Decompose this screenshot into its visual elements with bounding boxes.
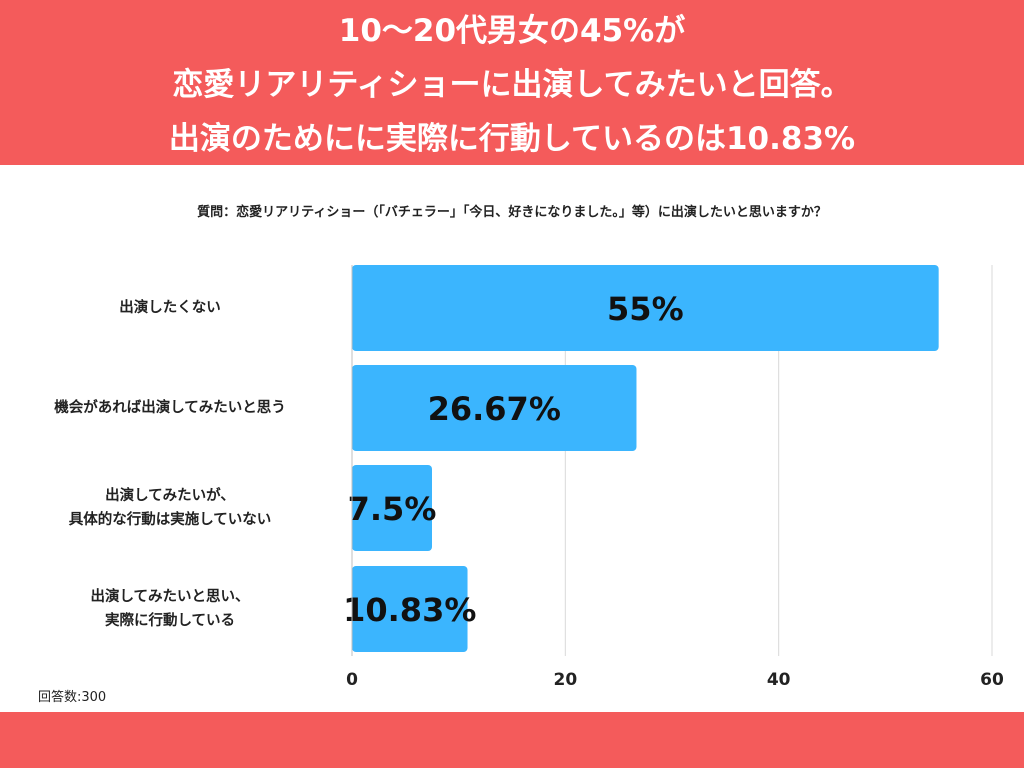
title-banner: 10〜20代男女の45%が 恋愛リアリティショーに出演してみたいと回答。 出演の… [0, 0, 1024, 165]
category-label-4: 出演してみたいと思い、 実際に行動している [0, 585, 340, 633]
category-label-4-line-2: 実際に行動している [104, 613, 236, 629]
category-label-1-line-1: 出演したくない [119, 300, 221, 316]
bar-value-label-2: 26.67% [428, 390, 561, 428]
bar-3 [352, 465, 432, 551]
category-label-2-line-1: 機会があれば出演してみたいと思う [54, 400, 286, 416]
category-label-2: 機会があれば出演してみたいと思う [0, 396, 340, 420]
title-line-2: 恋愛リアリティショーに出演してみたいと回答。 [172, 67, 852, 103]
bar-4 [352, 566, 468, 652]
footer-band [0, 712, 1024, 768]
survey-question: 質問：恋愛リアリティショー（「バチェラー」「今日、好きになりました。」等）に出演… [197, 205, 827, 220]
title-line-3: 出演のためにに実際に行動しているのは10.83% [168, 121, 856, 157]
category-label-3-line-2: 具体的な行動は実施していない [68, 512, 272, 528]
x-tick-label-0: 0 [346, 670, 358, 690]
bar-2 [352, 365, 637, 451]
x-tick-label-40: 40 [767, 670, 791, 690]
category-label-4-line-1: 出演してみたいと思い、 [90, 589, 250, 605]
bar-chart: 55% 26.67% 7.5% 10.83% 0 20 40 60 [343, 265, 1004, 690]
category-label-3-line-1: 出演してみたいが、 [105, 488, 235, 504]
respondent-count: 回答数:300 [38, 690, 107, 705]
category-label-1: 出演したくない [0, 296, 340, 320]
title-line-1: 10〜20代男女の45%が [338, 13, 686, 49]
x-tick-label-20: 20 [553, 670, 577, 690]
category-label-3: 出演してみたいが、具体的な行動は実施していない [0, 484, 340, 532]
bar-value-label-4: 10.83% [343, 591, 476, 629]
bar-1 [352, 265, 939, 351]
bar-value-label-1: 55% [607, 290, 684, 328]
bar-value-label-3: 7.5% [348, 490, 437, 528]
x-tick-label-60: 60 [980, 670, 1004, 690]
